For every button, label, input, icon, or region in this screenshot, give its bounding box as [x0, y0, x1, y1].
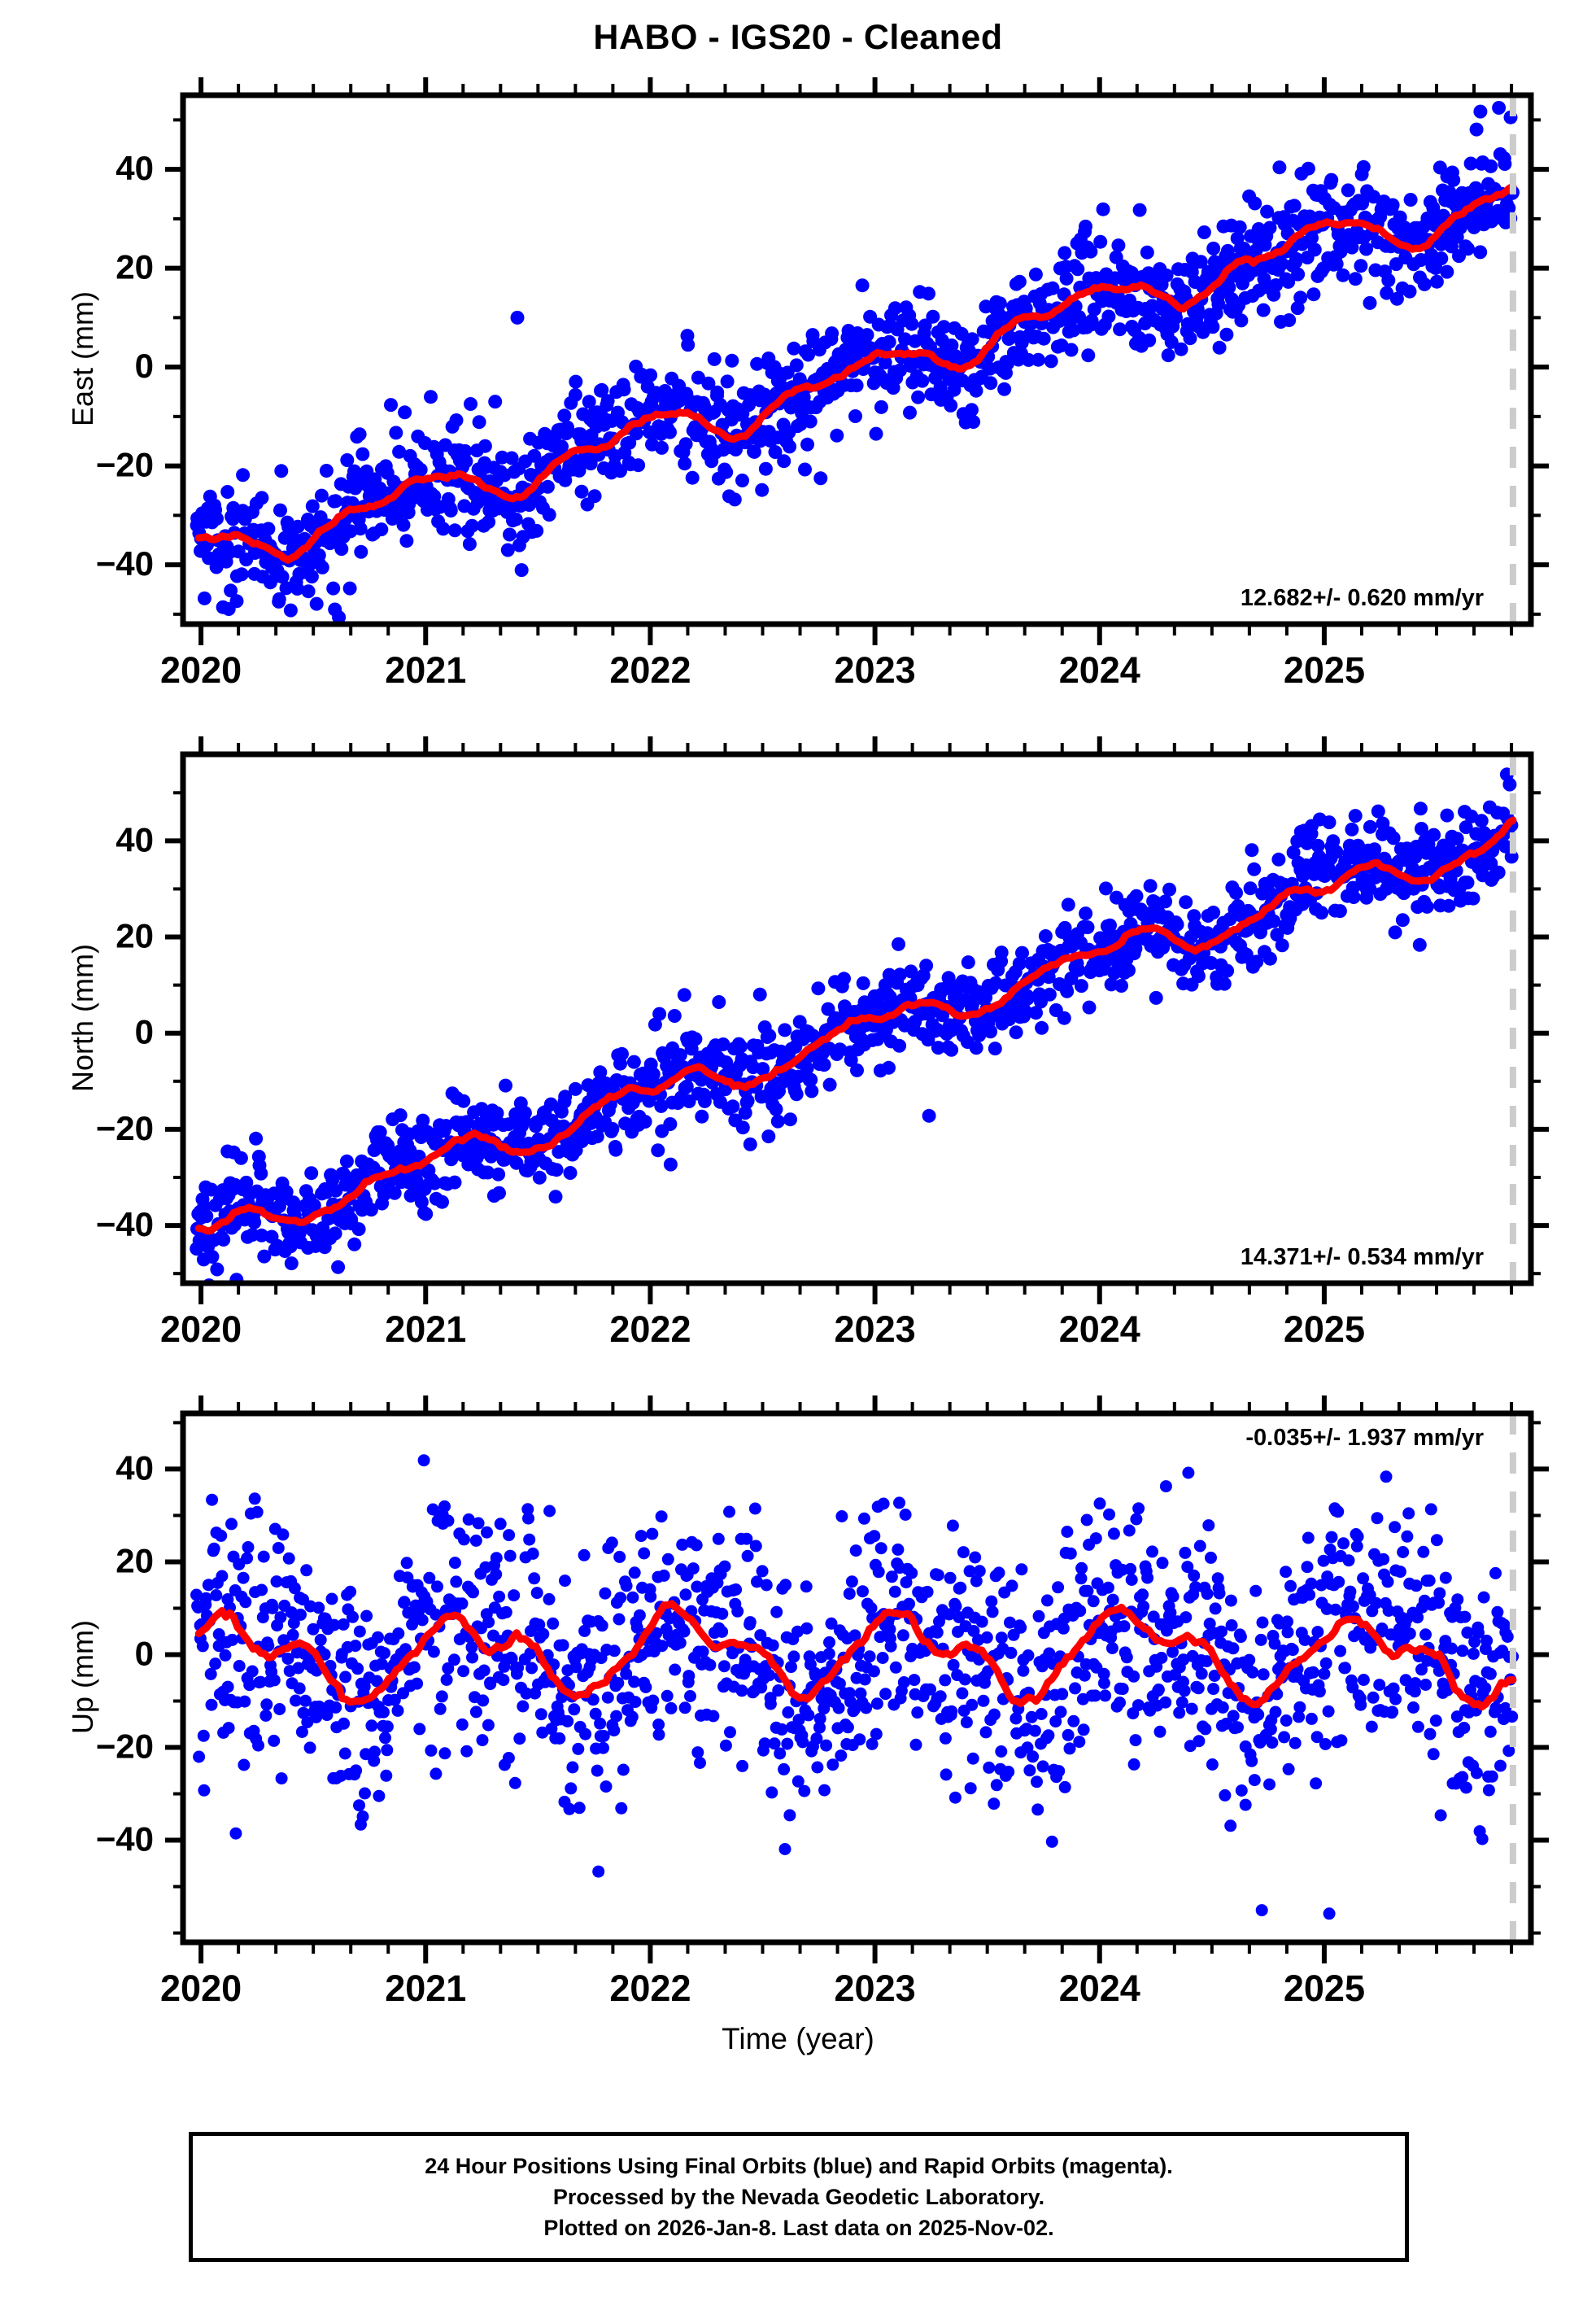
- x-tick-label: 2021: [385, 1308, 466, 1350]
- y-tick-label: 40: [116, 820, 154, 858]
- y-axis-label-north: North (mm): [66, 944, 99, 1092]
- x-tick-label: 2025: [1284, 649, 1365, 691]
- y-tick-label: 40: [116, 149, 154, 187]
- rate-annotation-east: 12.682+/- 0.620 mm/yr: [1240, 585, 1484, 611]
- x-tick-label: 2020: [160, 1968, 242, 2009]
- y-tick-label: −20: [96, 1727, 154, 1766]
- page-title: HABO - IGS20 - Cleaned: [593, 18, 1003, 57]
- plot-frame-north: [180, 751, 1534, 1286]
- x-tick-label: 2024: [1059, 1308, 1140, 1350]
- x-tick-label: 2024: [1059, 649, 1140, 691]
- x-tick-labels-north: 2020 2021 2022 2023 2024 2025: [160, 1308, 1365, 1350]
- plot-canvas-east: −40 −20 0 20 40 2020 2021 2022 2023 2024 2025: [96, 77, 1549, 691]
- plot-frame-east: [180, 92, 1534, 627]
- x-tick-label: 2025: [1284, 1968, 1365, 2009]
- x-tick-label: 2022: [609, 1308, 691, 1350]
- footer-line-1: 24 Hour Positions Using Final Orbits (bl…: [425, 2153, 1173, 2178]
- y-tick-label: 20: [116, 917, 154, 955]
- y-tick-label: −40: [96, 1820, 154, 1858]
- plot-frame-up: [180, 1410, 1534, 1946]
- y-axis-label-up: Up (mm): [66, 1620, 99, 1734]
- chart-panel-east: −40 −20 0 20 40 2020 2021 2022 2023 2024 2025: [0, 77, 1596, 696]
- x-ticks-east: [198, 77, 1514, 645]
- y-axis-label-east: East (mm): [66, 291, 99, 426]
- chart-panel-north: −40 −20 0 20 40 2020 2021 2022 2023 2024 2025: [0, 736, 1596, 1355]
- x-tick-label: 2023: [835, 1308, 916, 1350]
- data-layer-up: [190, 1413, 1520, 1942]
- plot-canvas-up: −40 −20 0 20 40 2020 2021 2022 2023 2024 2025: [96, 1395, 1549, 2009]
- data-points-up: [190, 1454, 1520, 1920]
- footer-note-box: 24 Hour Positions Using Final Orbits (bl…: [189, 2132, 1409, 2262]
- y-tick-label: 0: [135, 347, 154, 385]
- x-tick-label: 2025: [1284, 1308, 1365, 1350]
- y-tick-label: 40: [116, 1448, 154, 1487]
- plot-canvas-north: −40 −20 0 20 40 2020 2021 2022 2023 2024 2025: [96, 736, 1549, 1350]
- x-tick-label: 2020: [160, 1308, 242, 1350]
- y-tick-label: −40: [96, 544, 154, 583]
- trend-line-east: [194, 182, 1517, 564]
- x-tick-labels-up: 2020 2021 2022 2023 2024 2025: [160, 1968, 1365, 2009]
- x-axis-label: Time (year): [722, 2022, 874, 2055]
- chart-panel-up: −40 −20 0 20 40 2020 2021 2022 2023 2024 2025: [0, 1395, 1596, 2014]
- y-tick-label: −20: [96, 1109, 154, 1147]
- x-ticks-up: [198, 1395, 1514, 1963]
- x-tick-label: 2022: [609, 649, 691, 691]
- y-tick-label: 20: [116, 248, 154, 286]
- y-ticks-up: −40 −20 0 20 40: [96, 1421, 1549, 1935]
- x-tick-label: 2024: [1059, 1968, 1140, 2009]
- x-tick-label: 2023: [835, 1968, 916, 2009]
- y-tick-label: −40: [96, 1205, 154, 1243]
- footer-line-2: Processed by the Nevada Geodetic Laborat…: [552, 2184, 1045, 2209]
- footer-line-3: Plotted on 2026-Jan-8. Last data on 2025…: [543, 2216, 1054, 2241]
- y-tick-label: 0: [135, 1634, 154, 1672]
- y-tick-label: 20: [116, 1541, 154, 1579]
- y-tick-label: 0: [135, 1013, 154, 1051]
- x-tick-labels-east: 2020 2021 2022 2023 2024 2025: [160, 649, 1365, 691]
- y-tick-label: −20: [96, 446, 154, 484]
- y-ticks-north: −40 −20 0 20 40: [96, 791, 1549, 1276]
- y-ticks-east: −40 −20 0 20 40: [96, 118, 1549, 616]
- x-tick-label: 2021: [385, 1968, 466, 2009]
- x-tick-label: 2021: [385, 649, 466, 691]
- x-ticks-north: [198, 736, 1514, 1304]
- data-layer-east: [190, 95, 1520, 624]
- x-tick-label: 2023: [835, 649, 916, 691]
- rate-annotation-north: 14.371+/- 0.534 mm/yr: [1240, 1244, 1484, 1270]
- trend-line-up: [194, 1600, 1517, 1711]
- rate-annotation-up: -0.035+/- 1.937 mm/yr: [1245, 1425, 1484, 1451]
- x-tick-label: 2022: [609, 1968, 691, 2009]
- data-layer-north: [190, 754, 1519, 1283]
- trend-line-north: [194, 816, 1517, 1235]
- x-tick-label: 2020: [160, 649, 242, 691]
- data-points-north: [190, 767, 1519, 1283]
